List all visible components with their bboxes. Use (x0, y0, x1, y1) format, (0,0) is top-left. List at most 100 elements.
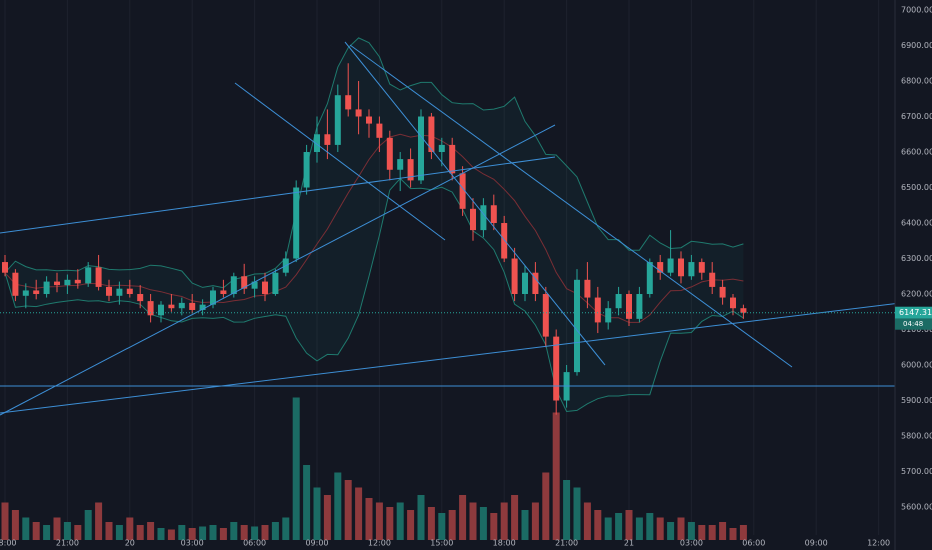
volume-bar (22, 517, 30, 540)
volume-bar (313, 487, 321, 540)
volume-bar (729, 528, 737, 540)
volume-bar (323, 495, 331, 540)
candle-body (657, 262, 664, 273)
volume-bar (438, 513, 446, 540)
volume-bar (157, 528, 165, 540)
x-tick-label: 06:00 (742, 539, 765, 548)
candle-body (449, 144, 456, 174)
candle-body (262, 281, 268, 295)
trend-line (234, 82, 446, 241)
volume-bar (292, 397, 300, 540)
candle-body (667, 258, 674, 273)
candle-body (230, 276, 237, 295)
volume-bar (563, 480, 571, 540)
volume-bar (573, 487, 581, 540)
candle-body (106, 286, 112, 296)
candle-body (189, 302, 196, 310)
y-tick-label: 6600.00 (901, 148, 932, 157)
volume-bar (407, 510, 415, 540)
countdown-tag (895, 318, 932, 330)
volume-bar (261, 525, 269, 540)
volume-bar (115, 525, 123, 540)
candle-body (199, 304, 206, 310)
candle-body (178, 302, 185, 309)
x-tick-label: 18:00 (0, 539, 17, 548)
volume-bar (32, 522, 40, 540)
trend-line (0, 156, 556, 234)
candle-body (397, 159, 404, 170)
candle-body (574, 279, 580, 373)
volume-bar (178, 525, 186, 540)
last-price-tag (895, 306, 932, 319)
volume-bar (594, 510, 602, 540)
candle-body (740, 308, 747, 313)
volume-bar (251, 526, 259, 540)
x-tick-label: 21:00 (56, 539, 79, 548)
volume-bar (303, 465, 311, 540)
candle-body (626, 294, 632, 319)
volume-bar (625, 510, 633, 540)
volume-bar (136, 525, 144, 540)
volume-bar (459, 495, 467, 540)
candle-body (33, 290, 40, 295)
volume-bar (698, 525, 706, 540)
volume-bar (271, 522, 279, 540)
candle-body (428, 116, 435, 153)
x-tick-label: 03:00 (181, 539, 204, 548)
volume-bar (479, 507, 487, 540)
volume-bar (167, 529, 175, 540)
volume-bar (708, 525, 716, 540)
candle-body (542, 294, 549, 337)
candle-body (386, 137, 393, 170)
candle-body (2, 262, 8, 273)
candle-body (511, 258, 518, 295)
grid (4, 0, 880, 535)
volume-bar (511, 495, 519, 540)
volume-bar (739, 525, 747, 540)
y-tick-label: 5900.00 (901, 396, 932, 405)
candle-body (584, 279, 591, 298)
candle-body (22, 290, 29, 296)
volume-bar (448, 510, 456, 540)
y-tick-label: 7000.00 (901, 6, 932, 15)
volume-bar (43, 525, 51, 540)
candle-body (74, 279, 81, 284)
volume-bar (63, 522, 71, 540)
trend-line (349, 44, 793, 368)
band-area (5, 37, 744, 412)
candle-body (615, 294, 622, 309)
candle-body (366, 116, 372, 124)
candle-body (314, 134, 320, 153)
volume-bar (209, 525, 217, 540)
volume-bar (427, 507, 435, 540)
volume-bar (74, 525, 82, 540)
x-tick-label: 03:00 (680, 539, 703, 548)
candle-body (532, 272, 539, 295)
volume (1, 397, 747, 540)
x-tick-label: 15:00 (430, 539, 453, 548)
volume-bar (334, 472, 342, 540)
candle-body (334, 95, 341, 145)
last-price-label: 6147.31 (899, 308, 932, 317)
candle-body (137, 294, 144, 302)
candle-body (501, 223, 508, 259)
axes: 5600.005700.005800.005900.006000.006100.… (0, 6, 932, 548)
candle-body (490, 205, 497, 224)
candle-body (293, 187, 300, 259)
volume-bar (604, 517, 612, 540)
x-tick-label: 20 (125, 539, 135, 548)
y-tick-label: 6200.00 (901, 290, 932, 299)
volume-bar (126, 517, 134, 540)
candle-body (158, 304, 164, 316)
volume-bar (656, 517, 664, 540)
y-tick-label: 6800.00 (901, 77, 932, 86)
candle-body (95, 267, 102, 287)
y-tick-label: 6700.00 (901, 112, 932, 121)
volume-bar (719, 522, 727, 540)
candle-body (470, 208, 476, 231)
candle-body (85, 267, 92, 284)
volume-bar (282, 517, 290, 540)
x-tick-label: 09:00 (805, 539, 828, 548)
x-tick-label: 06:00 (243, 539, 266, 548)
